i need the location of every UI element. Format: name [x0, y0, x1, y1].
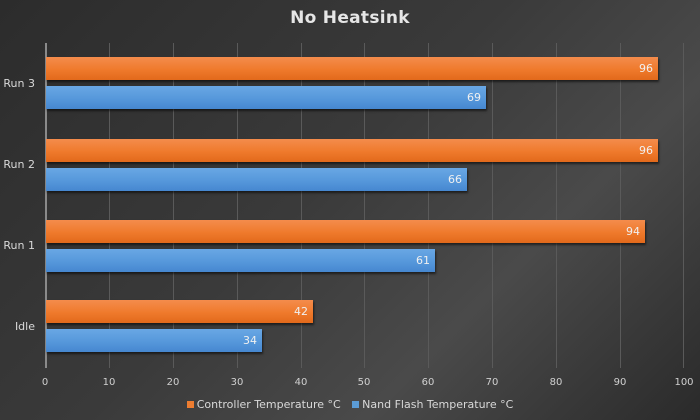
x-tick-label: 40	[294, 377, 308, 388]
gridline	[364, 43, 365, 368]
legend-item-nand: Nand Flash Temperature °C	[352, 398, 513, 411]
legend: Controller Temperature °C Nand Flash Tem…	[0, 398, 700, 411]
data-label: 61	[416, 254, 430, 267]
plot-area: 96 69 96 66 94 61 42 34	[45, 43, 684, 368]
gridline	[428, 43, 429, 368]
legend-label: Nand Flash Temperature °C	[362, 398, 514, 411]
gridline	[237, 43, 238, 368]
bar-run2-nand: 66	[46, 168, 467, 191]
x-tick-label: 10	[102, 377, 116, 388]
data-label: 96	[639, 144, 653, 157]
x-tick-label: 80	[549, 377, 563, 388]
x-tick-label: 0	[41, 377, 49, 388]
bar-run3-controller: 96	[46, 57, 658, 80]
x-tick-label: 30	[230, 377, 244, 388]
x-tick-label: 20	[166, 377, 180, 388]
gridline	[173, 43, 174, 368]
orange-swatch-icon	[186, 401, 194, 408]
bar-idle-nand: 34	[46, 329, 262, 352]
bar-run2-controller: 96	[46, 139, 658, 162]
bar-run3-nand: 69	[46, 86, 486, 109]
category-label-run1: Run 1	[3, 239, 35, 252]
bar-idle-controller: 42	[46, 300, 313, 323]
legend-item-controller: Controller Temperature °C	[186, 398, 341, 411]
category-label-run3: Run 3	[3, 77, 35, 90]
gridline	[556, 43, 557, 368]
bar-run1-controller: 94	[46, 220, 645, 243]
x-tick-label: 90	[613, 377, 627, 388]
category-label-run2: Run 2	[3, 158, 35, 171]
x-tick-label: 60	[421, 377, 435, 388]
data-label: 69	[467, 91, 481, 104]
x-tick-label: 70	[485, 377, 499, 388]
x-tick-label: 100	[674, 377, 694, 388]
gridline	[683, 43, 684, 368]
data-label: 94	[626, 225, 640, 238]
y-axis-line	[45, 43, 47, 368]
data-label: 42	[294, 305, 308, 318]
category-label-idle: Idle	[14, 320, 35, 333]
data-label: 34	[243, 334, 257, 347]
chart-title: No Heatsink	[290, 8, 410, 28]
bar-run1-nand: 61	[46, 249, 435, 272]
legend-label: Controller Temperature °C	[196, 398, 341, 411]
data-label: 66	[448, 173, 462, 186]
data-label: 96	[639, 62, 653, 75]
gridline	[492, 43, 493, 368]
gridline	[301, 43, 302, 368]
x-tick-label: 50	[357, 377, 371, 388]
gridline	[620, 43, 621, 368]
gridline	[109, 43, 110, 368]
blue-swatch-icon	[352, 401, 360, 408]
